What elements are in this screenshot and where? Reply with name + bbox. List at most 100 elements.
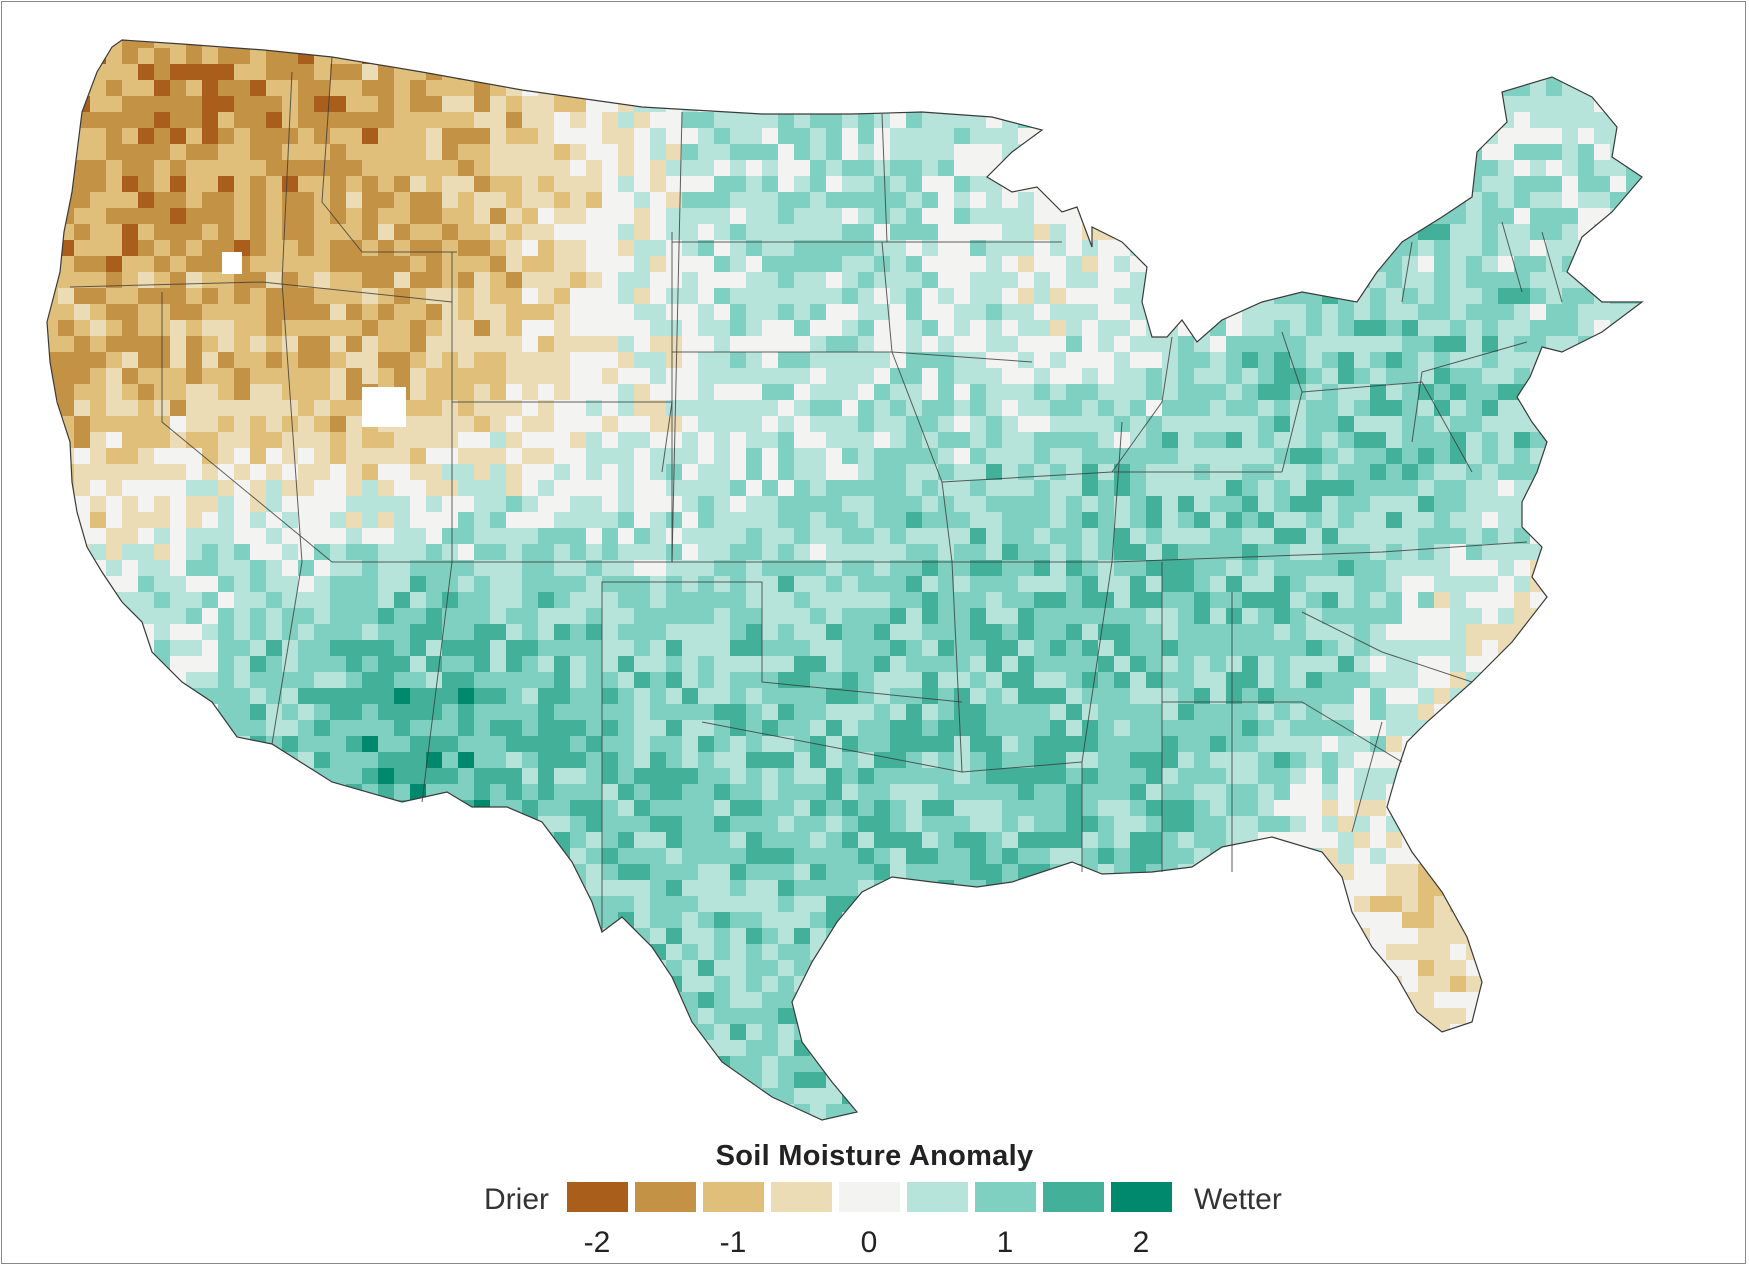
anomaly-cell [602, 304, 619, 321]
anomaly-cell [682, 544, 699, 561]
anomaly-cell [698, 272, 715, 289]
anomaly-cell [730, 688, 747, 705]
anomaly-cell [1418, 448, 1435, 465]
anomaly-cell [106, 672, 123, 689]
anomaly-cell [1178, 160, 1195, 177]
anomaly-cell [586, 672, 603, 689]
anomaly-cell [906, 608, 923, 625]
anomaly-cell [842, 672, 859, 689]
anomaly-cell [826, 176, 843, 193]
anomaly-cell [1226, 64, 1243, 81]
anomaly-cell [1146, 48, 1163, 65]
anomaly-cell [170, 592, 187, 609]
anomaly-cell [682, 592, 699, 609]
anomaly-cell [522, 64, 539, 81]
anomaly-cell [554, 144, 571, 161]
anomaly-cell [506, 112, 523, 129]
anomaly-cell [570, 272, 587, 289]
anomaly-cell [138, 80, 155, 97]
anomaly-cell [47, 704, 59, 721]
anomaly-cell [1418, 160, 1435, 177]
anomaly-cell [442, 192, 459, 209]
anomaly-cell [506, 40, 523, 49]
anomaly-cell [682, 64, 699, 81]
anomaly-cell [266, 40, 283, 49]
anomaly-cell [1386, 640, 1403, 657]
anomaly-cell [634, 128, 651, 145]
anomaly-cell [1466, 144, 1483, 161]
anomaly-cell [1386, 464, 1403, 481]
anomaly-cell [506, 336, 523, 353]
anomaly-cell [1290, 304, 1307, 321]
anomaly-cell [762, 256, 779, 273]
anomaly-cell [906, 40, 923, 49]
anomaly-cell [842, 528, 859, 545]
anomaly-cell [858, 40, 875, 49]
anomaly-cell [1658, 96, 1675, 113]
anomaly-cell [410, 176, 427, 193]
anomaly-cell [1306, 160, 1323, 177]
anomaly-cell [1178, 352, 1195, 369]
anomaly-cell [234, 624, 251, 641]
anomaly-cell [1226, 512, 1243, 529]
anomaly-cell [1194, 560, 1211, 577]
anomaly-cell [1114, 288, 1131, 305]
anomaly-cell [1386, 48, 1403, 65]
anomaly-cell [986, 720, 1003, 737]
anomaly-cell [570, 528, 587, 545]
anomaly-cell [634, 224, 651, 241]
anomaly-cell [1434, 384, 1451, 401]
anomaly-cell [842, 128, 859, 145]
anomaly-cell [90, 736, 107, 753]
anomaly-cell [122, 688, 139, 705]
anomaly-cell [122, 176, 139, 193]
anomaly-cell [858, 576, 875, 593]
anomaly-cell [794, 688, 811, 705]
anomaly-cell [250, 176, 267, 193]
anomaly-cell [186, 128, 203, 145]
anomaly-cell [938, 288, 955, 305]
anomaly-cell [1370, 48, 1387, 65]
anomaly-cell [1386, 512, 1403, 529]
anomaly-cell [922, 144, 939, 161]
anomaly-cell [1546, 448, 1563, 465]
anomaly-cell [90, 192, 107, 209]
anomaly-cell [1594, 48, 1611, 65]
anomaly-cell [426, 768, 443, 785]
anomaly-cell [362, 464, 379, 481]
anomaly-cell [474, 416, 491, 433]
anomaly-cell [874, 672, 891, 689]
anomaly-cell [586, 336, 603, 353]
anomaly-cell [410, 80, 427, 97]
anomaly-cell [90, 592, 107, 609]
anomaly-cell [298, 368, 315, 385]
anomaly-cell [618, 608, 635, 625]
anomaly-cell [1050, 608, 1067, 625]
anomaly-cell [922, 800, 939, 817]
anomaly-cell [1274, 480, 1291, 497]
anomaly-cell [1146, 432, 1163, 449]
anomaly-cell [378, 40, 395, 49]
anomaly-cell [762, 224, 779, 241]
anomaly-cell [954, 256, 971, 273]
anomaly-cell [1434, 64, 1451, 81]
anomaly-cell [1066, 512, 1083, 529]
anomaly-cell [458, 736, 475, 753]
anomaly-cell [986, 464, 1003, 481]
anomaly-cell [874, 496, 891, 513]
anomaly-cell [1162, 448, 1179, 465]
anomaly-cell [890, 96, 907, 113]
anomaly-cell [602, 368, 619, 385]
anomaly-cell [1594, 208, 1611, 225]
anomaly-cell [938, 256, 955, 273]
anomaly-cell [778, 544, 795, 561]
anomaly-cell [1354, 352, 1371, 369]
anomaly-cell [970, 496, 987, 513]
anomaly-cell [1178, 48, 1195, 65]
anomaly-cell [1322, 672, 1339, 689]
anomaly-cell [666, 208, 683, 225]
anomaly-cell [1562, 752, 1579, 769]
anomaly-cell [234, 496, 251, 513]
anomaly-cell [1290, 208, 1307, 225]
anomaly-cell [1530, 160, 1547, 177]
